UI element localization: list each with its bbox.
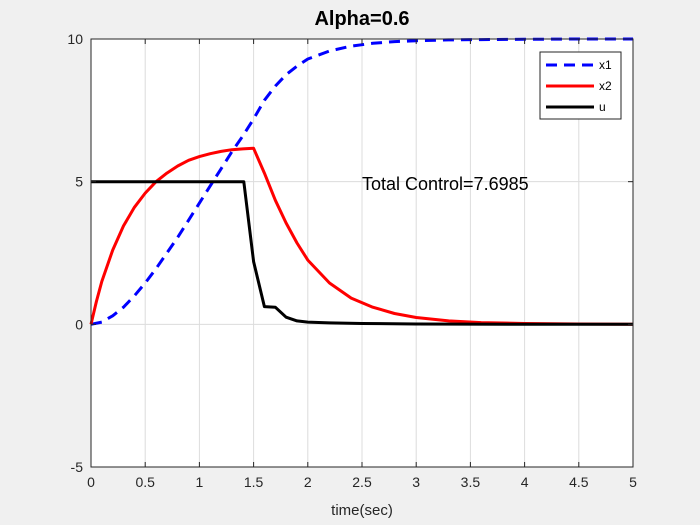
x-tick-label: 1 [196,474,204,490]
x-tick-label: 4.5 [569,474,589,490]
x-tick-label: 3.5 [461,474,481,490]
x-tick-label: 2.5 [352,474,372,490]
annotation-text: Total Control=7.6985 [362,174,529,194]
y-tick-label: 0 [75,316,83,332]
x-tick-label: 0.5 [135,474,155,490]
legend: x1 x2 u [539,51,622,120]
x-tick-label: 0 [87,474,95,490]
y-tick-label: 10 [67,31,83,47]
legend-label-x1: x1 [599,58,612,72]
x-tick-label: 3 [412,474,420,490]
x-tick-label: 4 [521,474,529,490]
x-tick-label: 1.5 [244,474,264,490]
series-line-u [91,180,633,326]
y-tick-label: 5 [75,174,83,190]
y-tick-label: -5 [71,459,84,475]
chart-title: Alpha=0.6 [314,8,409,30]
x-tick-label: 2 [304,474,312,490]
legend-label-x2: x2 [599,79,612,93]
x-axis-label: time(sec) [331,502,393,519]
legend-label-u: u [599,100,606,114]
x-tick-label: 5 [629,474,637,490]
series-line-x2 [89,146,634,326]
